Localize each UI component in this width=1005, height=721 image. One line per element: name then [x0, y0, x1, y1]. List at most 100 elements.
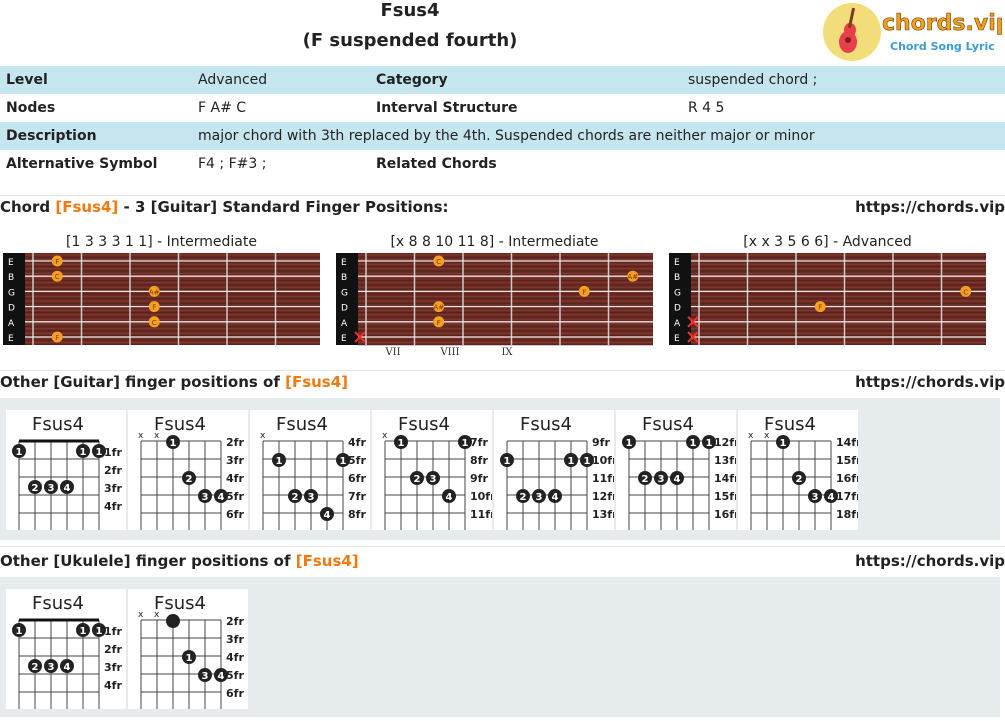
nodes-label: Nodes — [6, 100, 56, 116]
chord-link[interactable]: [Fsus4] — [55, 198, 119, 216]
string-label: B — [341, 273, 347, 283]
note-label: C — [963, 288, 968, 296]
finger-number: 1 — [706, 438, 713, 449]
note-marker — [433, 316, 445, 328]
string-label: E — [341, 334, 347, 344]
finger-number: 3 — [430, 474, 437, 485]
guitar-chord-chart[interactable]: Fsus47fr8fr9fr10fr11frx11234 — [372, 410, 496, 532]
finger-dot — [60, 659, 74, 673]
fret-number: 2fr — [226, 615, 244, 628]
fret-number: 6fr — [226, 687, 244, 700]
fret-number: 10fr — [470, 490, 492, 503]
ukulele-chord-chart[interactable]: Fsus4 1fr 2fr 3fr 4fr 1 1 1 2 3 4 — [6, 589, 126, 711]
finger-dot — [394, 435, 408, 449]
finger-dot — [28, 480, 42, 494]
note-label: C — [152, 319, 157, 327]
muted-string-marker: x — [138, 431, 144, 441]
finger-dot — [320, 507, 334, 521]
note-marker — [433, 301, 445, 313]
site-logo[interactable]: chords.vip Chord Song Lyric — [822, 2, 1002, 62]
fret-number: 5fr — [348, 454, 366, 467]
finger-dot — [76, 444, 90, 458]
site-url[interactable]: https://chords.vip — [855, 552, 1005, 570]
finger-dot — [60, 480, 74, 494]
chord-link[interactable]: [Fsus4] — [285, 373, 349, 391]
finger-number: 4 — [324, 510, 331, 521]
string-label: E — [8, 334, 14, 344]
muted-string-marker: x — [154, 610, 160, 620]
fretboard-caption-3: [x x 3 5 6 6] - Advanced — [743, 234, 912, 250]
finger-number: 1 — [462, 438, 469, 449]
fret-number: 2fr — [104, 464, 122, 477]
fret-position-label: VII — [384, 347, 400, 358]
page-subtitle: (F suspended fourth) — [302, 30, 518, 51]
finger-number: 2 — [414, 474, 421, 485]
guitar-chord-chart[interactable]: Fsus49fr10fr11fr12fr13fr111234 — [494, 410, 618, 532]
string-label: B — [674, 273, 680, 283]
note-label: A# — [433, 304, 444, 312]
fret-number: 13fr — [592, 508, 614, 521]
note-marker — [960, 285, 972, 297]
chord-link[interactable]: [Fsus4] — [295, 552, 359, 570]
finger-number: 2 — [32, 483, 39, 494]
alt-symbol-value: F4 ; F#3 ; — [198, 156, 267, 172]
note-marker — [148, 285, 160, 297]
note-label: F — [818, 304, 822, 312]
muted-string-marker: x — [138, 610, 144, 620]
finger-number: 1 — [398, 438, 405, 449]
ukulele-positions-heading: Other [Ukulele] finger positions of [Fsu… — [0, 552, 1005, 570]
fret-number: 8fr — [470, 454, 488, 467]
finger-dot — [532, 489, 546, 503]
guitar-chord-chart[interactable]: Fsus414fr15fr16fr17fr18frxx1234 — [738, 410, 862, 532]
chord-name: Fsus4 — [32, 414, 84, 435]
fretboard-caption-2: [x 8 8 10 11 8] - Intermediate — [390, 234, 599, 250]
muted-string-icon — [354, 331, 366, 343]
note-label: F — [437, 319, 441, 327]
page-title: Fsus4 — [380, 0, 440, 21]
chord-name: Fsus4 — [520, 414, 572, 435]
finger-dot — [182, 471, 196, 485]
finger-dot — [272, 453, 286, 467]
fret-number: 6fr — [348, 472, 366, 485]
fret-position-label: IX — [501, 347, 513, 358]
finger-number: 2 — [32, 662, 39, 673]
fret-number: 18fr — [836, 508, 858, 521]
guitar-chord-chart[interactable]: Fsus4 2fr 3fr 4fr 5fr 6fr x x 1 2 3 4 — [128, 410, 248, 532]
site-url[interactable]: https://chords.vip — [855, 373, 1005, 391]
ukulele-chord-chart[interactable]: Fsus4 2fr 3fr 4fr 5fr 6fr x x 1 3 4 — [128, 589, 248, 711]
finger-number: 1 — [504, 456, 511, 467]
divider — [0, 546, 1005, 547]
finger-dot — [182, 650, 196, 664]
fret-number: 12fr — [714, 436, 736, 449]
fret-number: 15fr — [836, 454, 858, 467]
finger-number: 4 — [218, 671, 225, 682]
finger-number: 4 — [552, 492, 559, 503]
guitar-chord-chart[interactable]: Fsus4 4fr 5fr 6fr 7fr 8fr x 1 1 2 3 4 — [250, 410, 370, 532]
note-marker — [148, 301, 160, 313]
nodes-value: F A# C — [198, 100, 247, 116]
fret-number: 2fr — [104, 643, 122, 656]
guitar-chord-chart[interactable]: Fsus412fr13fr14fr15fr16fr111234 — [616, 410, 740, 532]
finger-number: 1 — [80, 447, 87, 458]
svg-text:chords.vip: chords.vip — [882, 11, 1002, 36]
finger-dot — [92, 444, 106, 458]
string-label-column — [3, 253, 25, 345]
muted-string-icon — [687, 331, 699, 343]
note-label: F — [55, 258, 59, 266]
note-label: C — [55, 273, 60, 281]
finger-number: 3 — [48, 662, 55, 673]
guitar-icon — [839, 7, 857, 53]
guitar-chord-chart[interactable]: Fsus4 1fr 2fr 3fr 4fr 1 1 1 2 3 4 — [6, 410, 126, 532]
divider — [0, 370, 1005, 371]
fret-number: 9fr — [592, 436, 610, 449]
string-label: E — [674, 258, 680, 268]
finger-number: 2 — [520, 492, 527, 503]
string-label-column — [669, 253, 691, 345]
note-marker — [578, 285, 590, 297]
site-url[interactable]: https://chords.vip — [855, 198, 1005, 216]
finger-dot — [622, 435, 636, 449]
standard-positions-heading: Chord [Fsus4] - 3 [Guitar] Standard Fing… — [0, 198, 1005, 216]
